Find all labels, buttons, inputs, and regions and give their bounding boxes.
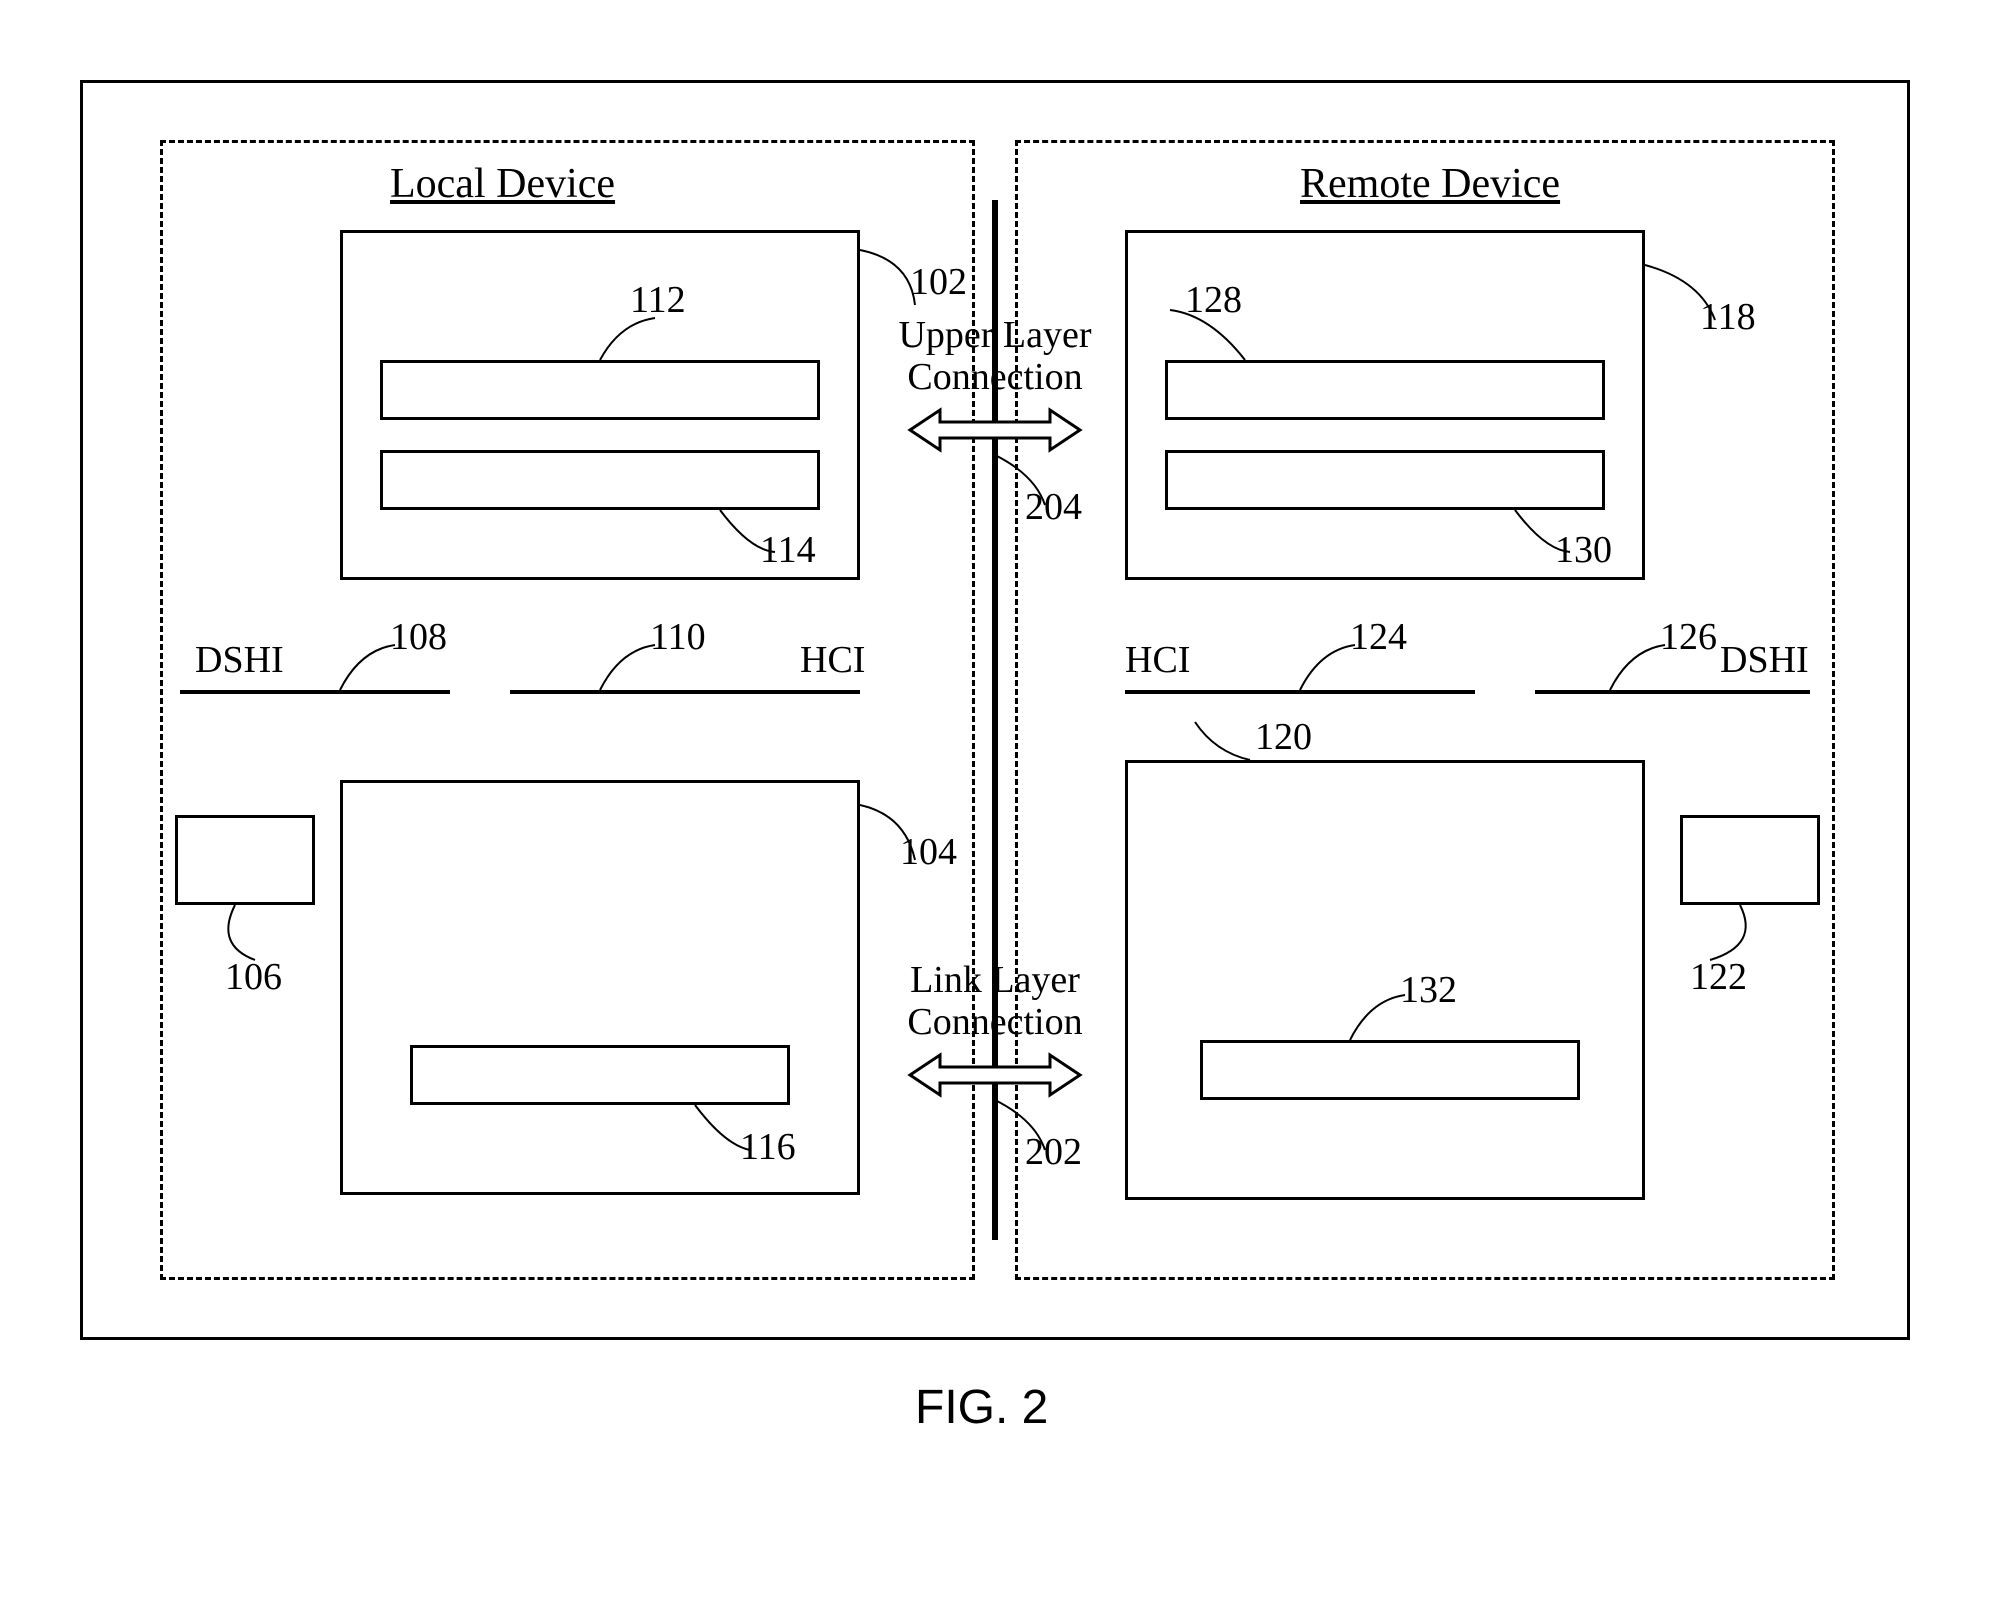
figure-caption: FIG. 2 [915, 1380, 1048, 1435]
ref-120: 120 [1255, 715, 1312, 759]
local-dshi-line [180, 690, 450, 694]
ref-112: 112 [630, 278, 686, 322]
remote-inner-132 [1200, 1040, 1580, 1100]
local-hci-label: HCI [800, 638, 865, 682]
remote-hci-label: HCI [1125, 638, 1190, 682]
remote-small-122 [1680, 815, 1820, 905]
local-inner-116 [410, 1045, 790, 1105]
ref-110: 110 [650, 615, 706, 659]
leader-120 [1195, 722, 1260, 767]
remote-dshi-label: DSHI [1720, 638, 1809, 682]
remote-dshi-line [1535, 690, 1810, 694]
ref-106: 106 [225, 955, 282, 999]
local-inner-114 [380, 450, 820, 510]
local-dshi-label: DSHI [195, 638, 284, 682]
remote-lower-box [1125, 760, 1645, 1200]
local-inner-112 [380, 360, 820, 420]
link-arrow-icon [910, 1050, 1080, 1100]
ref-132: 132 [1400, 968, 1457, 1012]
upper-conn-label: Upper LayerConnection [890, 315, 1100, 399]
remote-inner-130 [1165, 450, 1605, 510]
ref-104: 104 [900, 830, 957, 874]
ref-118: 118 [1700, 295, 1756, 339]
leader-112 [600, 318, 660, 363]
upper-arrow-icon [910, 405, 1080, 455]
ref-108: 108 [390, 615, 447, 659]
remote-title: Remote Device [1300, 160, 1560, 208]
local-small-106 [175, 815, 315, 905]
remote-inner-128 [1165, 360, 1605, 420]
ref-204: 204 [1025, 485, 1082, 529]
local-hci-line [510, 690, 860, 694]
ref-102: 102 [910, 260, 967, 304]
ref-126: 126 [1660, 615, 1717, 659]
ref-130: 130 [1555, 528, 1612, 572]
ref-122: 122 [1690, 955, 1747, 999]
link-conn-label: Link LayerConnection [890, 960, 1100, 1044]
ref-116: 116 [740, 1125, 796, 1169]
ref-124: 124 [1350, 615, 1407, 659]
ref-202: 202 [1025, 1130, 1082, 1174]
ref-114: 114 [760, 528, 816, 572]
local-title: Local Device [390, 160, 615, 208]
ref-128: 128 [1185, 278, 1242, 322]
